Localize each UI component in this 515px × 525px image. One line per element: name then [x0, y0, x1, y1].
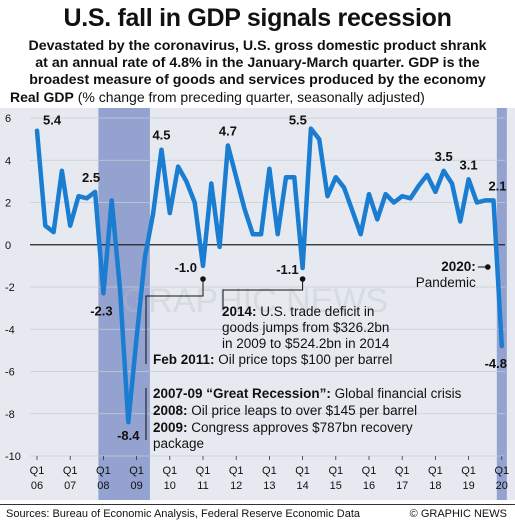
data-label: -4.8: [485, 356, 507, 371]
watermark: GRAPHIC NEWS: [122, 282, 388, 320]
annotation-text: 2009: Congress approves $787bn recovery: [153, 420, 413, 435]
data-label: -1.0: [175, 260, 197, 275]
x-tick-quarter: Q1: [395, 465, 410, 477]
y-axis-label-bold: Real GDP: [10, 89, 74, 105]
gdp-series-line: [34, 126, 505, 425]
annotation-text: in 2009 to $524.2bn in 2014: [222, 336, 390, 351]
x-tick-quarter: Q1: [328, 465, 343, 477]
annotation-text: 2007-09 “Great Recession”: Global financ…: [153, 386, 462, 401]
annotation-bold: 2008:: [153, 403, 188, 418]
y-tick-label: 2: [5, 198, 11, 210]
leader-2014: [222, 279, 304, 310]
data-label: 4.5: [152, 128, 170, 143]
annotation-text: 2020:: [441, 259, 476, 274]
data-label: 4.7: [219, 123, 237, 138]
x-tick-year: 11: [197, 480, 208, 492]
x-tick-year: 14: [296, 480, 308, 492]
plot-panel: [0, 108, 515, 500]
y-tick-label: 0: [5, 240, 11, 252]
annotation-bold: 2009:: [153, 420, 188, 435]
x-tick-year: 18: [429, 480, 441, 492]
x-tick-labels: Q1 06 Q1 07 Q1 08 Q1 09 Q1 10 Q1 11 Q1 12 Q1 13 Q1 14 Q1 15…: [30, 456, 509, 492]
annotation-text: 2008: Oil price leaps to over $145 per b…: [153, 403, 417, 418]
annotation-bold: 2014:: [222, 304, 257, 319]
annotation-text: Feb 2011: Oil price tops $100 per barrel: [153, 352, 392, 367]
annotation-rest: Oil price leaps to over $145 per barrel: [188, 403, 418, 418]
x-tick-year: 07: [64, 480, 76, 492]
footer: Sources: Bureau of Economic Analysis, Fe…: [0, 504, 515, 525]
x-tick-year: 19: [462, 480, 474, 492]
annotations: 2020:Pandemic 2014: U.S. trade deficit in…: [145, 259, 491, 451]
subtitle-line-3: broadest measure of goods and services p…: [29, 72, 486, 88]
x-tick-quarter: Q1: [295, 465, 310, 477]
annotation-text: package: [153, 436, 204, 451]
x-tick-year: 10: [164, 480, 176, 492]
credit: © GRAPHIC NEWS: [409, 508, 507, 520]
x-tick-quarter: Q1: [129, 465, 144, 477]
x-tick-year: 09: [130, 480, 142, 492]
data-label: 2.1: [488, 178, 506, 193]
subtitle-line-1: Devastated by the coronavirus, U.S. gros…: [28, 38, 487, 54]
data-label: -2.3: [90, 303, 112, 318]
x-tick-quarter: Q1: [96, 465, 111, 477]
x-tick-year: 15: [330, 480, 342, 492]
subtitle-line-2: at an annual rate of 4.8% in the January…: [35, 55, 480, 71]
x-tick-quarter: Q1: [494, 465, 509, 477]
y-tick-label: -6: [5, 367, 15, 379]
leader-2011: [145, 279, 204, 364]
x-tick-quarter: Q1: [162, 465, 177, 477]
x-tick-quarter: Q1: [461, 465, 476, 477]
annotation-rest: Global financial crisis: [331, 386, 462, 401]
x-tick-quarter: Q1: [196, 465, 211, 477]
y-axis-label-rest: (% change from preceding quarter, season…: [73, 89, 425, 105]
data-label: 3.5: [435, 149, 453, 164]
data-label: 3.1: [460, 157, 478, 172]
x-tick-quarter: Q1: [229, 465, 244, 477]
x-tick-year: 06: [31, 480, 43, 492]
x-tick-year: 16: [363, 480, 375, 492]
x-tick-year: 17: [396, 480, 408, 492]
y-tick-label: 4: [5, 155, 11, 167]
x-tick-year: 08: [97, 480, 109, 492]
y-tick-label: 6: [5, 113, 11, 125]
data-labels: 5.4 2.5 -2.3 -8.4 4.5 -1.0 4.7 -1.1 5.5 3.5 3.1 2.1…: [43, 113, 507, 444]
source-note: Sources: Bureau of Economic Analysis, Fe…: [6, 508, 360, 520]
y-tick-label: -8: [5, 409, 15, 421]
data-label: 5.5: [289, 113, 307, 128]
callout-dot: [485, 264, 491, 270]
y-tick-label: -2: [5, 282, 15, 294]
gdp-series: [34, 126, 505, 425]
x-tick-quarter: Q1: [362, 465, 377, 477]
x-tick-quarter: Q1: [262, 465, 277, 477]
recession-band-1: [496, 108, 507, 500]
annotation-text: 2014: U.S. trade deficit in: [222, 304, 374, 319]
x-tick-year: 20: [496, 480, 508, 492]
y-tick-label: -4: [5, 324, 15, 336]
x-tick-year: 13: [263, 480, 275, 492]
annotation-bold: 2007-09 “Great Recession”:: [153, 386, 331, 401]
chart-title: U.S. fall in GDP signals recession: [63, 4, 452, 32]
annotation-text: Pandemic: [416, 275, 476, 290]
data-label: 2.5: [82, 170, 100, 185]
gdp-line-chart: -10 -8 -6 -4 -2 0 2 4 6 Q1 06 Q1 07 Q1 08 Q1 09 Q1 10 Q1 11…: [5, 108, 509, 500]
x-tick-quarter: Q1: [428, 465, 443, 477]
x-tick-quarter: Q1: [63, 465, 78, 477]
y-tick-labels: -10 -8 -6 -4 -2 0 2 4 6: [5, 113, 21, 463]
y-tick-label: -10: [5, 451, 21, 463]
data-label: -1.1: [276, 262, 298, 277]
annotation-bold: 2020:: [441, 259, 476, 274]
annotation-rest: Congress approves $787bn recovery: [188, 420, 413, 435]
data-label: 5.4: [43, 113, 62, 128]
annotation-text: goods jumps from $326.2bn: [222, 320, 389, 335]
annotation-rest: Oil price tops $100 per barrel: [215, 352, 393, 367]
x-tick-quarter: Q1: [30, 465, 45, 477]
y-axis-label: Real GDP (% change from preceding quarte…: [10, 89, 425, 105]
annotation-rest: U.S. trade deficit in: [257, 304, 375, 319]
x-tick-year: 12: [230, 480, 242, 492]
annotation-bold: Feb 2011:: [153, 352, 215, 367]
data-label: -8.4: [117, 428, 140, 443]
